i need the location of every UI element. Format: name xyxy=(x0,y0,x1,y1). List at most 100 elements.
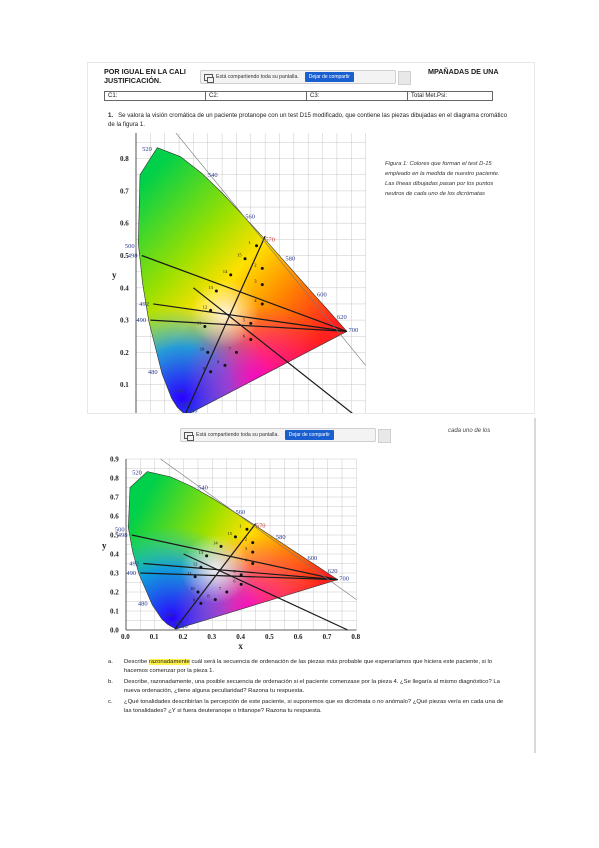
wavelength-label-620: 620 xyxy=(328,568,338,575)
confusion-line xyxy=(140,572,338,581)
spectral-locus xyxy=(128,471,339,630)
y-tick-label: 0.4 xyxy=(110,551,119,559)
y-tick-label: 0.2 xyxy=(120,349,129,357)
stop-sharing-button[interactable]: Dejar de compartir xyxy=(304,72,354,82)
test-piece-14 xyxy=(229,273,233,277)
test-piece-label-3: 3 xyxy=(245,546,248,551)
x-tick-label: 0.3 xyxy=(207,633,216,641)
wavelength-label-700: 700 xyxy=(349,327,359,334)
test-piece-label-9: 9 xyxy=(193,597,196,602)
test-piece-1 xyxy=(255,244,259,248)
wavelength-label-498: 498 xyxy=(118,532,128,539)
chromaticity-diagram-top: 1234567891011121314153804604704804904924… xyxy=(112,133,366,413)
wavelength-label-380: 380 xyxy=(178,623,188,630)
test-piece-label-1: 1 xyxy=(249,240,252,245)
header-left: POR IGUAL EN LA CALI JUSTIFICACIÓN. xyxy=(104,67,186,85)
x-tick-label: 0.6 xyxy=(294,633,303,641)
test-piece-label-8: 8 xyxy=(217,359,220,364)
test-piece-label-7: 7 xyxy=(219,586,222,591)
question-b: b. Describe, razonadamente, una posible … xyxy=(108,679,500,694)
stop-sharing-button[interactable]: Dejar de compartir xyxy=(284,430,334,440)
wavelength-label-470: 470 xyxy=(164,612,174,619)
wavelength-label-380: 380 xyxy=(188,408,198,413)
table-cell-total: Total Met.Psi: xyxy=(411,93,448,99)
question-1: 1. Se valora la visión cromática de un pa… xyxy=(108,112,507,128)
test-piece-6 xyxy=(239,582,243,586)
test-piece-label-13: 13 xyxy=(208,285,213,290)
confusion-line xyxy=(183,553,349,631)
test-piece-7 xyxy=(225,590,229,594)
y-tick-label: 0.7 xyxy=(120,187,129,195)
test-piece-label-1: 1 xyxy=(239,523,242,528)
test-piece-label-6: 6 xyxy=(233,578,236,583)
test-piece-label-10: 10 xyxy=(200,346,205,351)
y-tick-label: 0.5 xyxy=(110,532,119,540)
screenshot-1: POR IGUAL EN LA CALI JUSTIFICACIÓN. Está… xyxy=(88,63,534,413)
test-piece-15 xyxy=(233,535,237,539)
confusion-line xyxy=(141,254,348,332)
test-piece-label-15: 15 xyxy=(227,531,232,536)
minimize-button[interactable] xyxy=(398,71,411,85)
test-piece-9 xyxy=(199,601,203,605)
test-piece-3 xyxy=(260,283,264,287)
wavelength-label-498: 498 xyxy=(128,253,138,260)
confusion-line xyxy=(174,523,257,630)
wavelength-label-540: 540 xyxy=(208,172,218,179)
test-piece-9 xyxy=(209,370,213,374)
y-tick-label: 0.0 xyxy=(110,627,119,635)
wavelength-label-570: 570 xyxy=(256,523,266,530)
test-piece-label-9: 9 xyxy=(203,366,206,371)
share-screen-icon xyxy=(184,431,194,441)
test-piece-label-3: 3 xyxy=(254,279,257,284)
cut-caption-text: cada uno de los xyxy=(448,428,491,434)
test-piece-11 xyxy=(203,325,207,329)
screenshot-2: cada uno de los Está compartiendo toda s… xyxy=(88,418,536,753)
confusion-line xyxy=(150,319,347,333)
y-tick-label: 0.9 xyxy=(110,456,119,464)
minimize-button[interactable] xyxy=(378,429,391,443)
wavelength-label-600: 600 xyxy=(308,555,318,562)
table-cell-c1: C1: xyxy=(105,92,206,100)
wavelength-label-490: 490 xyxy=(136,317,146,324)
wavelength-label-480: 480 xyxy=(148,369,158,376)
test-piece-10 xyxy=(206,350,210,354)
test-piece-label-7: 7 xyxy=(228,346,231,351)
confusion-line xyxy=(153,303,348,332)
wavelength-label-492: 492 xyxy=(139,301,149,308)
wavelength-label-460: 460 xyxy=(169,619,179,626)
figure-caption: Figura 1: Colores que forman el test D-1… xyxy=(385,161,500,197)
test-piece-label-5: 5 xyxy=(233,569,236,574)
test-piece-8 xyxy=(213,598,217,602)
test-piece-label-8: 8 xyxy=(207,594,210,599)
wavelength-label-500: 500 xyxy=(125,243,135,250)
question-c: c. ¿Qué tonalidades describirían la perc… xyxy=(108,699,504,714)
x-tick-label: 0.1 xyxy=(150,633,159,641)
x-tick-label: 0.0 xyxy=(121,633,130,641)
wavelength-label-700: 700 xyxy=(339,576,349,583)
test-piece-12 xyxy=(199,565,203,569)
confusion-line xyxy=(131,534,338,581)
y-axis-label: y xyxy=(102,540,107,550)
test-piece-label-2: 2 xyxy=(254,262,257,267)
y-tick-label: 0.6 xyxy=(120,220,129,228)
share-screen-icon xyxy=(204,73,214,83)
test-piece-label-5: 5 xyxy=(243,317,246,322)
screen-share-bar: Está compartiendo toda su pantalla. Deja… xyxy=(200,70,411,85)
test-piece-13 xyxy=(214,289,218,293)
test-piece-15 xyxy=(243,257,247,261)
table-cell-c2: C2: xyxy=(206,92,307,100)
wavelength-label-570: 570 xyxy=(265,236,275,243)
test-piece-label-11: 11 xyxy=(197,321,202,326)
test-piece-label-13: 13 xyxy=(199,550,204,555)
test-piece-1 xyxy=(245,527,249,531)
confusion-line xyxy=(193,287,353,413)
test-piece-4 xyxy=(251,562,255,565)
x-tick-label: 0.2 xyxy=(179,633,188,641)
grades-table: C1: C2: C3: Total Met.Psi: xyxy=(104,91,493,101)
test-piece-2 xyxy=(251,541,255,545)
y-tick-label: 0.3 xyxy=(110,570,119,578)
header-right: MPAÑADAS DE UNA xyxy=(428,67,499,76)
y-tick-label: 0.3 xyxy=(120,317,129,325)
boundary-line xyxy=(175,133,366,366)
chromaticity-diagram-bottom: 1234567891011121314153804604704804904924… xyxy=(102,456,361,652)
